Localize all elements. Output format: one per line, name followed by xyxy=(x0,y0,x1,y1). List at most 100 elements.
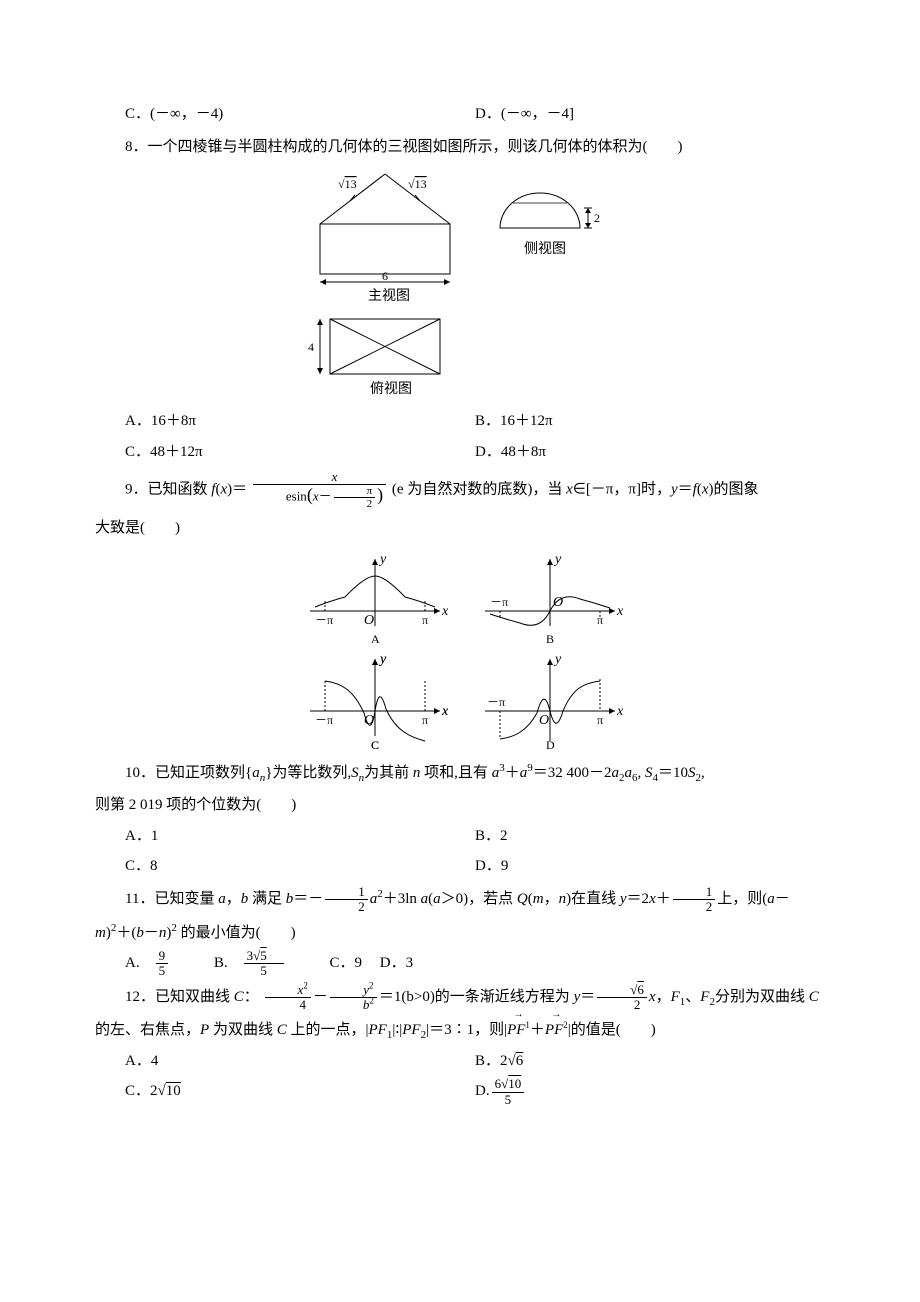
q11-t4: ＋3ln xyxy=(383,891,421,907)
svg-text:O: O xyxy=(364,613,374,628)
q11-opt-c: C．9 xyxy=(330,955,363,971)
q11-options: A.95 B.3√55 C．9 D．3 xyxy=(95,949,825,979)
q12-t2: ： xyxy=(244,989,259,1005)
svg-text:y: y xyxy=(378,552,387,567)
q11-t7: )在直线 xyxy=(566,891,620,907)
q10-options: A．1 B．2 xyxy=(95,822,825,851)
q10-t3: 为其前 xyxy=(364,765,413,781)
svg-text:x: x xyxy=(616,604,624,619)
q11-opt-a: A.95 xyxy=(125,955,196,971)
svg-text:O: O xyxy=(553,595,563,610)
svg-text:－π: －π xyxy=(487,695,505,709)
q10-options-2: C．8 D．9 xyxy=(95,852,825,881)
q10-stem: 10．已知正项数列{an}为等比数列,Sn为其前 n 项和,且有 a3＋a9＝3… xyxy=(95,759,825,788)
q7-opt-c: C．(－∞，－4) xyxy=(125,100,475,129)
q9-figure: x y O －π π A x y O －π π B x y O －π π xyxy=(95,551,825,751)
q10-opt-d: D．9 xyxy=(475,852,825,881)
q8-figure: √13 √13 6 主视图 2 侧视图 4 俯视图 xyxy=(95,169,825,399)
q10-opt-a: A．1 xyxy=(125,822,475,851)
q12-t1: 12．已知双曲线 xyxy=(125,989,234,1005)
svg-text:侧视图: 侧视图 xyxy=(524,241,566,257)
q8-opt-d: D．48＋8π xyxy=(475,438,825,467)
q10-t7: ＝10 xyxy=(658,765,688,781)
svg-text:π: π xyxy=(422,713,428,727)
svg-text:O: O xyxy=(539,713,549,728)
q7-opt-d: D．(－∞，－4] xyxy=(475,100,825,129)
q12-opt-c: C．2√10 xyxy=(125,1077,475,1107)
q9-line2: 大致是( ) xyxy=(95,514,825,543)
q11-stem: 11．已知变量 a，b 满足 b＝－12a2＋3ln a(a＞0)，若点 Q(m… xyxy=(95,885,825,915)
q12-t5: 、 xyxy=(685,989,700,1005)
q11-t3: 满足 xyxy=(248,891,286,907)
q12-l2c: 上的一点，| xyxy=(287,1022,369,1038)
q10-t1: 10．已知正项数列{ xyxy=(125,765,252,781)
q12-options-2: C．2√10 D.6√105 xyxy=(95,1077,825,1107)
svg-text:x: x xyxy=(441,704,449,719)
svg-text:y: y xyxy=(553,652,562,667)
q11-t1: 11．已知变量 xyxy=(125,891,218,907)
q10-line2: 则第 2 019 项的个位数为( ) xyxy=(95,791,825,820)
q10-t2: }为等比数列, xyxy=(265,765,351,781)
q12-l2e: |＝3∶1，则| xyxy=(426,1022,507,1038)
svg-text:√13: √13 xyxy=(408,177,427,191)
q9-tail: 的图象 xyxy=(714,482,759,498)
svg-text:π: π xyxy=(422,613,428,627)
q10-t6: , xyxy=(637,765,645,781)
q12-l2a: 的左、右焦点， xyxy=(95,1022,200,1038)
q11-opt-b: B.3√55 xyxy=(214,955,312,971)
q9-prefix: 9．已知函数 xyxy=(125,482,211,498)
svg-text:π: π xyxy=(597,713,603,727)
svg-text:√13: √13 xyxy=(338,177,357,191)
q8-options-2: C．48＋12π D．48＋8π xyxy=(95,438,825,467)
q10-opt-b: B．2 xyxy=(475,822,825,851)
q12-t3: (b>0)的一条渐近线方程为 xyxy=(401,989,573,1005)
q11-opt-d: D．3 xyxy=(380,955,413,971)
svg-text:x: x xyxy=(616,704,624,719)
q11-t5: ＞0)，若点 xyxy=(441,891,517,907)
q11-t2: ， xyxy=(226,891,241,907)
svg-text:4: 4 xyxy=(308,340,314,354)
q12-opt-b: B．2√6 xyxy=(475,1047,825,1076)
svg-text:2: 2 xyxy=(594,211,600,225)
q12-l2d: |∶| xyxy=(392,1022,402,1038)
q12-t4: ， xyxy=(656,989,671,1005)
q11-line2a: 的最小值为( ) xyxy=(177,925,296,941)
q12-t6: 分别为双曲线 xyxy=(715,989,809,1005)
svg-text:－π: －π xyxy=(490,595,508,609)
svg-text:－π: －π xyxy=(315,713,333,727)
q8-opt-a: A．16＋8π xyxy=(125,407,475,436)
q8-stem: 8．一个四棱锥与半圆柱构成的几何体的三视图如图所示，则该几何体的体积为( ) xyxy=(95,133,825,162)
q10-t4: 项和,且有 xyxy=(420,765,491,781)
q7-options: C．(－∞，－4) D．(－∞，－4] xyxy=(95,100,825,129)
q11-line2: m)2＋(b－n)2 的最小值为( ) xyxy=(95,919,825,948)
q11-t8: 上，则( xyxy=(717,891,767,907)
q9-stem: 9．已知函数 f(x)＝ xesin(x－π2) (e 为自然对数的底数)，当 … xyxy=(95,470,825,510)
q12-l2f: ＋ xyxy=(530,1022,545,1038)
q12-opt-d: D.6√105 xyxy=(475,1077,825,1107)
q8-opt-b: B．16＋12π xyxy=(475,407,825,436)
q12-opt-a: A．4 xyxy=(125,1047,475,1076)
svg-text:y: y xyxy=(553,552,562,567)
q10-opt-c: C．8 xyxy=(125,852,475,881)
svg-text:y: y xyxy=(378,652,387,667)
q10-t8: , xyxy=(701,765,705,781)
svg-text:x: x xyxy=(441,604,449,619)
q12-l2g: |的值是( ) xyxy=(568,1022,656,1038)
svg-text:A: A xyxy=(371,632,380,646)
q8-opt-c: C．48＋12π xyxy=(125,438,475,467)
q9-mid: (e 为自然对数的底数)，当 xyxy=(392,482,566,498)
svg-text:C: C xyxy=(371,738,379,751)
q12-l2b: 为双曲线 xyxy=(209,1022,277,1038)
svg-text:－π: －π xyxy=(315,613,333,627)
q8-options: A．16＋8π B．16＋12π xyxy=(95,407,825,436)
q9-range: ∈[－π，π]时， xyxy=(573,482,671,498)
svg-text:D: D xyxy=(546,738,555,751)
q12-line2: 的左、右焦点，P 为双曲线 C 上的一点，|PF1|∶|PF2|＝3∶1，则|P… xyxy=(95,1016,825,1045)
svg-text:B: B xyxy=(546,632,554,646)
q11-t6: ， xyxy=(544,891,559,907)
q12-stem: 12．已知双曲线 C： x24－y2b2＝1(b>0)的一条渐近线方程为 y＝√… xyxy=(95,983,825,1013)
q10-t5: ＝32 400－2 xyxy=(533,765,612,781)
svg-text:主视图: 主视图 xyxy=(368,288,410,304)
svg-text:俯视图: 俯视图 xyxy=(370,381,412,397)
svg-text:6: 6 xyxy=(382,269,388,283)
